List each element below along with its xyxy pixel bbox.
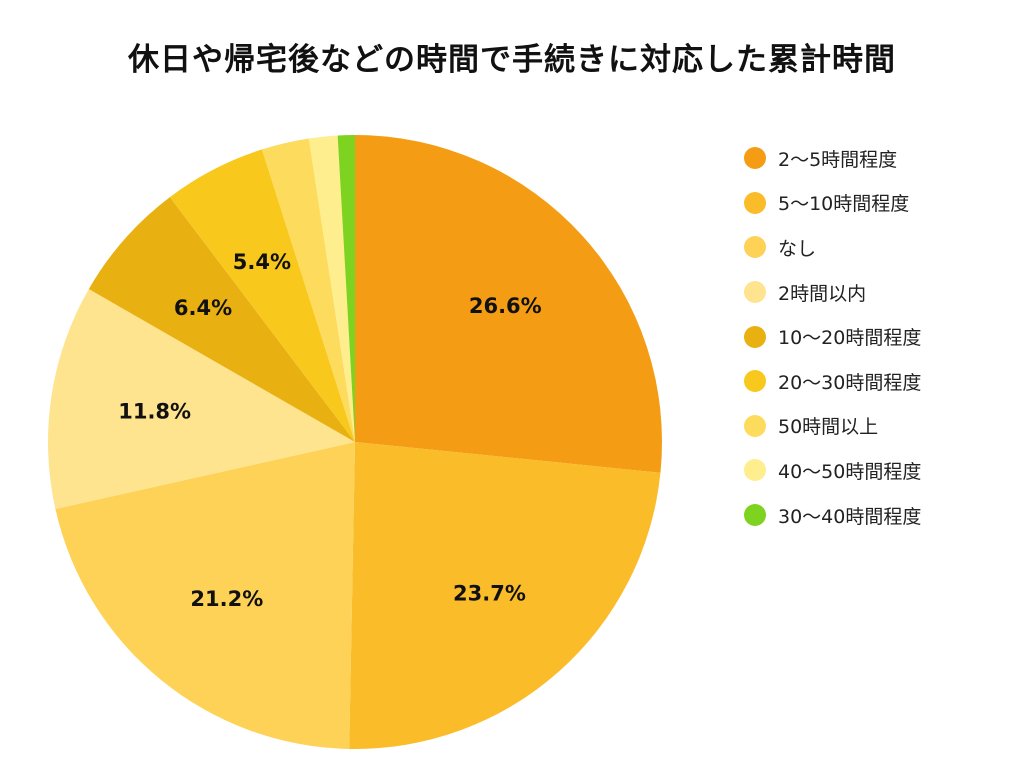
pie-slice: [308, 135, 355, 442]
legend-swatch: [744, 281, 766, 304]
pie-slice: [169, 149, 355, 442]
legend-label: 10〜20時間程度: [778, 327, 922, 350]
legend-item: 2〜5時間程度: [744, 136, 921, 181]
legend-swatch: [744, 414, 766, 437]
data-label: 6.4%: [174, 296, 232, 320]
legend-swatch: [744, 504, 766, 527]
data-label: 5.4%: [233, 250, 291, 274]
pie-slice: [47, 289, 355, 509]
data-label: 26.6%: [469, 294, 542, 318]
legend-item: 10〜20時間程度: [744, 314, 921, 359]
legend-label: 30〜40時間程度: [778, 505, 922, 528]
legend-swatch: [744, 459, 766, 482]
pie-slice: [355, 135, 662, 473]
legend-item: なし: [744, 225, 921, 270]
legend-swatch: [744, 370, 766, 393]
legend-label: 40〜50時間程度: [778, 460, 922, 483]
legend-item: 20〜30時間程度: [744, 359, 921, 404]
legend-label: 20〜30時間程度: [778, 371, 922, 394]
legend-label: 5〜10時間程度: [778, 193, 910, 216]
legend-swatch: [744, 236, 766, 259]
legend-label: 2時間以内: [778, 282, 867, 305]
legend-item: 40〜50時間程度: [744, 448, 921, 493]
legend: 2〜5時間程度 5〜10時間程度 なし 2時間以内 10〜20時間程度 20〜30時間程度…: [744, 136, 921, 537]
data-label: 21.2%: [190, 587, 263, 611]
legend-item: 5〜10時間程度: [744, 181, 921, 226]
legend-item: 2時間以内: [744, 270, 921, 315]
data-label: 23.7%: [453, 582, 526, 606]
legend-label: なし: [778, 237, 817, 260]
pie-slice: [261, 138, 355, 442]
pie-slice: [337, 135, 355, 442]
pie-chart: 26.6% 23.7% 21.2% 11.8% 6.4%5.4%: [47, 135, 662, 749]
data-label: 11.8%: [118, 400, 191, 424]
legend-label: 50時間以上: [778, 416, 879, 439]
legend-item: 30〜40時間程度: [744, 493, 921, 538]
legend-swatch: [744, 191, 766, 214]
pie-slice: [349, 442, 661, 749]
legend-label: 2〜5時間程度: [778, 148, 898, 171]
chart-title: 休日や帰宅後などの時間で手続きに対応した累計時間: [128, 42, 896, 78]
pie-slice: [55, 442, 355, 749]
pie-slice: [88, 197, 355, 442]
legend-swatch: [744, 325, 766, 348]
legend-swatch: [744, 147, 766, 170]
legend-item: 50時間以上: [744, 404, 921, 449]
